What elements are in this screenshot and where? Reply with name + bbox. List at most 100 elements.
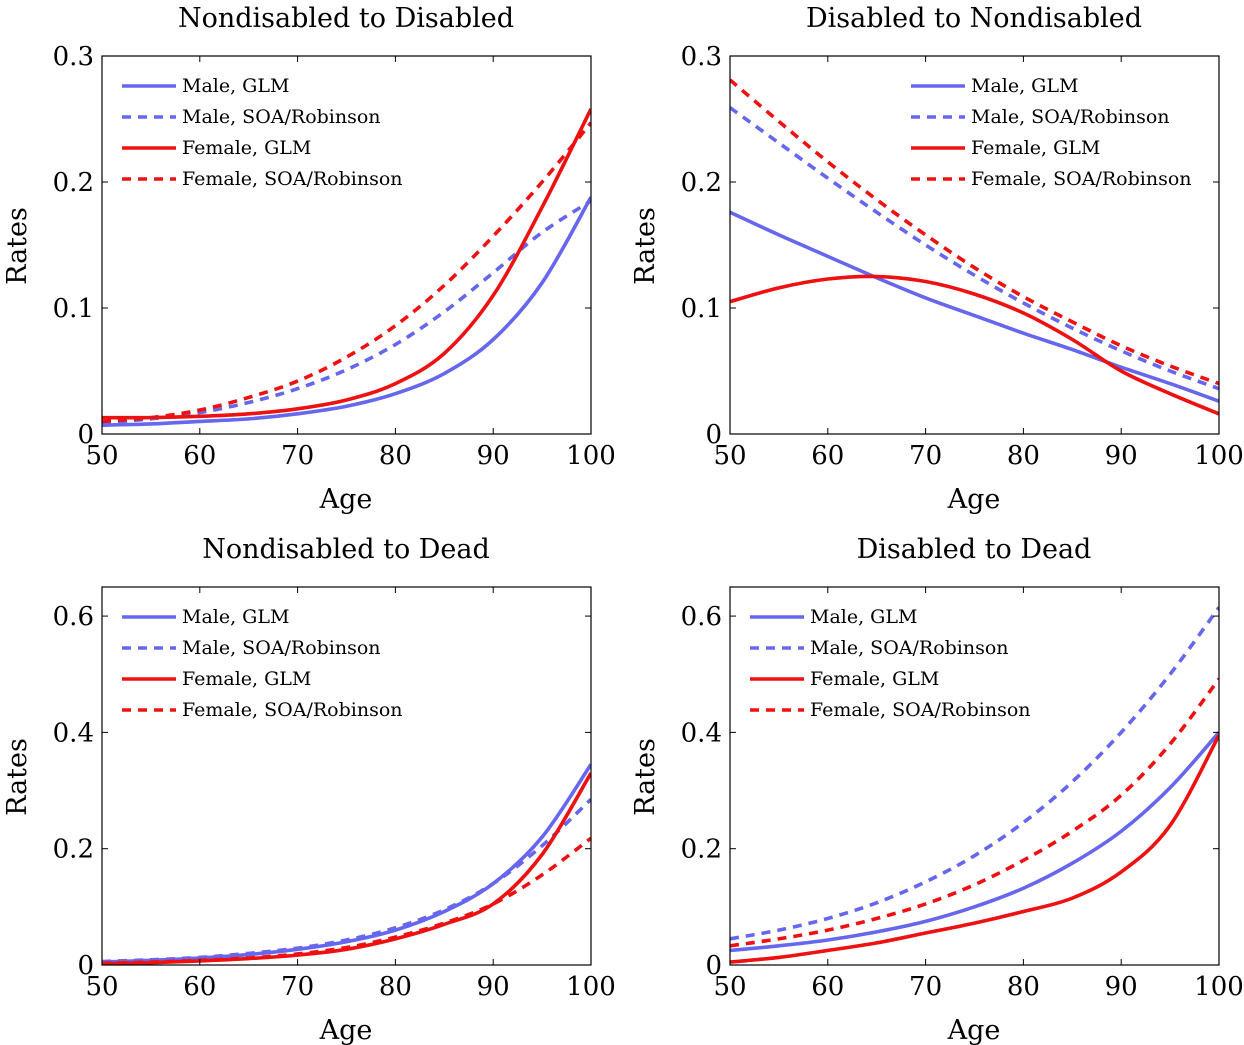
legend-label: Female, GLM xyxy=(971,137,1100,159)
chart-title: Disabled to Nondisabled xyxy=(806,3,1142,34)
x-tick-label: 60 xyxy=(183,441,216,471)
series-line-female-soa-robinson xyxy=(102,121,591,424)
y-tick-label: 0 xyxy=(77,420,94,450)
x-tick-label: 60 xyxy=(811,441,844,471)
x-tick-label: 70 xyxy=(909,972,942,1002)
y-axis-title: Rates xyxy=(2,738,33,816)
y-tick-label: 0.2 xyxy=(681,835,722,865)
legend: Male, GLM Male, SOA/Robinson Female, GLM Fe… xyxy=(122,75,403,190)
y-axis-title: Rates xyxy=(630,207,661,285)
x-tick-label: 100 xyxy=(1194,972,1244,1002)
x-tick-label: 80 xyxy=(1007,441,1040,471)
y-tick-label: 0.2 xyxy=(53,835,94,865)
y-tick-label: 0.2 xyxy=(53,168,94,198)
x-axis-title: Age xyxy=(947,484,1001,515)
y-tick-label: 0.1 xyxy=(681,294,722,324)
series-line-female-glm xyxy=(730,734,1219,964)
y-axis-title: Rates xyxy=(2,207,33,285)
series-line-male-soa-robinson xyxy=(102,199,591,425)
legend-label: Male, SOA/Robinson xyxy=(182,637,381,659)
y-tick-label: 0.6 xyxy=(53,602,94,632)
x-tick-label: 70 xyxy=(909,441,942,471)
series-line-female-glm xyxy=(102,772,591,965)
series-line-female-soa-robinson xyxy=(730,677,1219,948)
legend-label: Male, SOA/Robinson xyxy=(810,637,1009,659)
x-tick-label: 90 xyxy=(1105,972,1138,1002)
legend-label: Female, GLM xyxy=(182,137,311,159)
legend-label: Male, GLM xyxy=(810,606,917,628)
legend-label: Male, GLM xyxy=(182,606,289,628)
y-axis-title: Rates xyxy=(630,738,661,816)
x-tick-label: 50 xyxy=(713,441,746,471)
y-tick-label: 0.3 xyxy=(681,42,722,72)
legend: Male, GLM Male, SOA/Robinson Female, GLM Fe… xyxy=(122,606,403,721)
plot-area xyxy=(102,108,591,427)
x-tick-label: 90 xyxy=(1105,441,1138,471)
x-tick-label: 70 xyxy=(281,441,314,471)
chart-panel-nondisabled-to-dead: Nondisabled to Dead Age Rates 50 60 70 80 90… xyxy=(2,534,616,1045)
chart-title: Nondisabled to Disabled xyxy=(178,3,514,34)
x-tick-label: 70 xyxy=(281,972,314,1002)
legend-label: Female, SOA/Robinson xyxy=(810,699,1031,721)
x-tick-label: 80 xyxy=(379,972,412,1002)
plot-frame xyxy=(101,586,592,966)
chart-panel-disabled-to-nondisabled: Disabled to Nondisabled Age Rates 50 60 70… xyxy=(630,3,1244,515)
legend-label: Female, GLM xyxy=(810,668,939,690)
plot-area xyxy=(730,78,1219,416)
plot-area xyxy=(102,763,591,965)
x-tick-label: 50 xyxy=(85,972,118,1002)
y-tick-label: 0.4 xyxy=(681,718,722,748)
legend-label: Male, GLM xyxy=(182,75,289,97)
series-line-female-soa-robinson xyxy=(730,78,1219,386)
series-line-male-glm xyxy=(730,731,1219,953)
y-tick-label: 0.2 xyxy=(681,168,722,198)
legend: Male, GLM Male, SOA/Robinson Female, GLM Fe… xyxy=(911,75,1192,190)
chart-title: Nondisabled to Dead xyxy=(202,534,490,565)
plot-area xyxy=(730,606,1219,964)
series-line-female-soa-robinson xyxy=(102,836,591,965)
series-line-male-glm xyxy=(102,763,591,964)
legend-label: Male, GLM xyxy=(971,75,1078,97)
y-tick-label: 0 xyxy=(77,951,94,981)
chart-title: Disabled to Dead xyxy=(857,534,1092,565)
x-axis-title: Age xyxy=(947,1015,1001,1045)
series-line-male-soa-robinson xyxy=(730,106,1219,391)
legend-label: Female, SOA/Robinson xyxy=(971,168,1192,190)
plot-frame xyxy=(729,586,1220,966)
x-axis-title: Age xyxy=(319,484,373,515)
plot-frame xyxy=(729,55,1220,435)
y-tick-label: 0.3 xyxy=(53,42,94,72)
y-tick-label: 0.1 xyxy=(53,294,94,324)
x-tick-label: 60 xyxy=(183,972,216,1002)
series-line-female-glm xyxy=(730,274,1219,416)
y-tick-label: 0.6 xyxy=(681,602,722,632)
legend: Male, GLM Male, SOA/Robinson Female, GLM Fe… xyxy=(750,606,1031,721)
legend-label: Male, SOA/Robinson xyxy=(971,106,1170,128)
chart-panel-nondisabled-to-disabled: Nondisabled to Disabled Age Rates 50 60 70… xyxy=(2,3,616,515)
x-tick-label: 100 xyxy=(566,441,616,471)
x-tick-label: 90 xyxy=(477,441,510,471)
legend-label: Female, SOA/Robinson xyxy=(182,699,403,721)
x-tick-label: 80 xyxy=(379,441,412,471)
x-tick-label: 50 xyxy=(713,972,746,1002)
legend-label: Female, SOA/Robinson xyxy=(182,168,403,190)
y-tick-label: 0.4 xyxy=(53,718,94,748)
x-tick-label: 80 xyxy=(1007,972,1040,1002)
y-tick-label: 0 xyxy=(705,951,722,981)
x-tick-label: 50 xyxy=(85,441,118,471)
chart-panel-disabled-to-dead: Disabled to Dead Age Rates 50 60 70 80 90 100… xyxy=(630,534,1244,1045)
x-tick-label: 60 xyxy=(811,972,844,1002)
legend-label: Female, GLM xyxy=(182,668,311,690)
x-tick-label: 100 xyxy=(1194,441,1244,471)
x-axis-title: Age xyxy=(319,1015,373,1045)
plot-frame xyxy=(101,55,592,435)
x-tick-label: 90 xyxy=(477,972,510,1002)
series-line-male-glm xyxy=(730,210,1219,403)
y-tick-label: 0 xyxy=(705,420,722,450)
series-line-male-soa-robinson xyxy=(102,797,591,964)
series-line-female-glm xyxy=(102,108,591,420)
legend-label: Male, SOA/Robinson xyxy=(182,106,381,128)
x-tick-label: 100 xyxy=(566,972,616,1002)
series-line-male-glm xyxy=(102,196,591,427)
